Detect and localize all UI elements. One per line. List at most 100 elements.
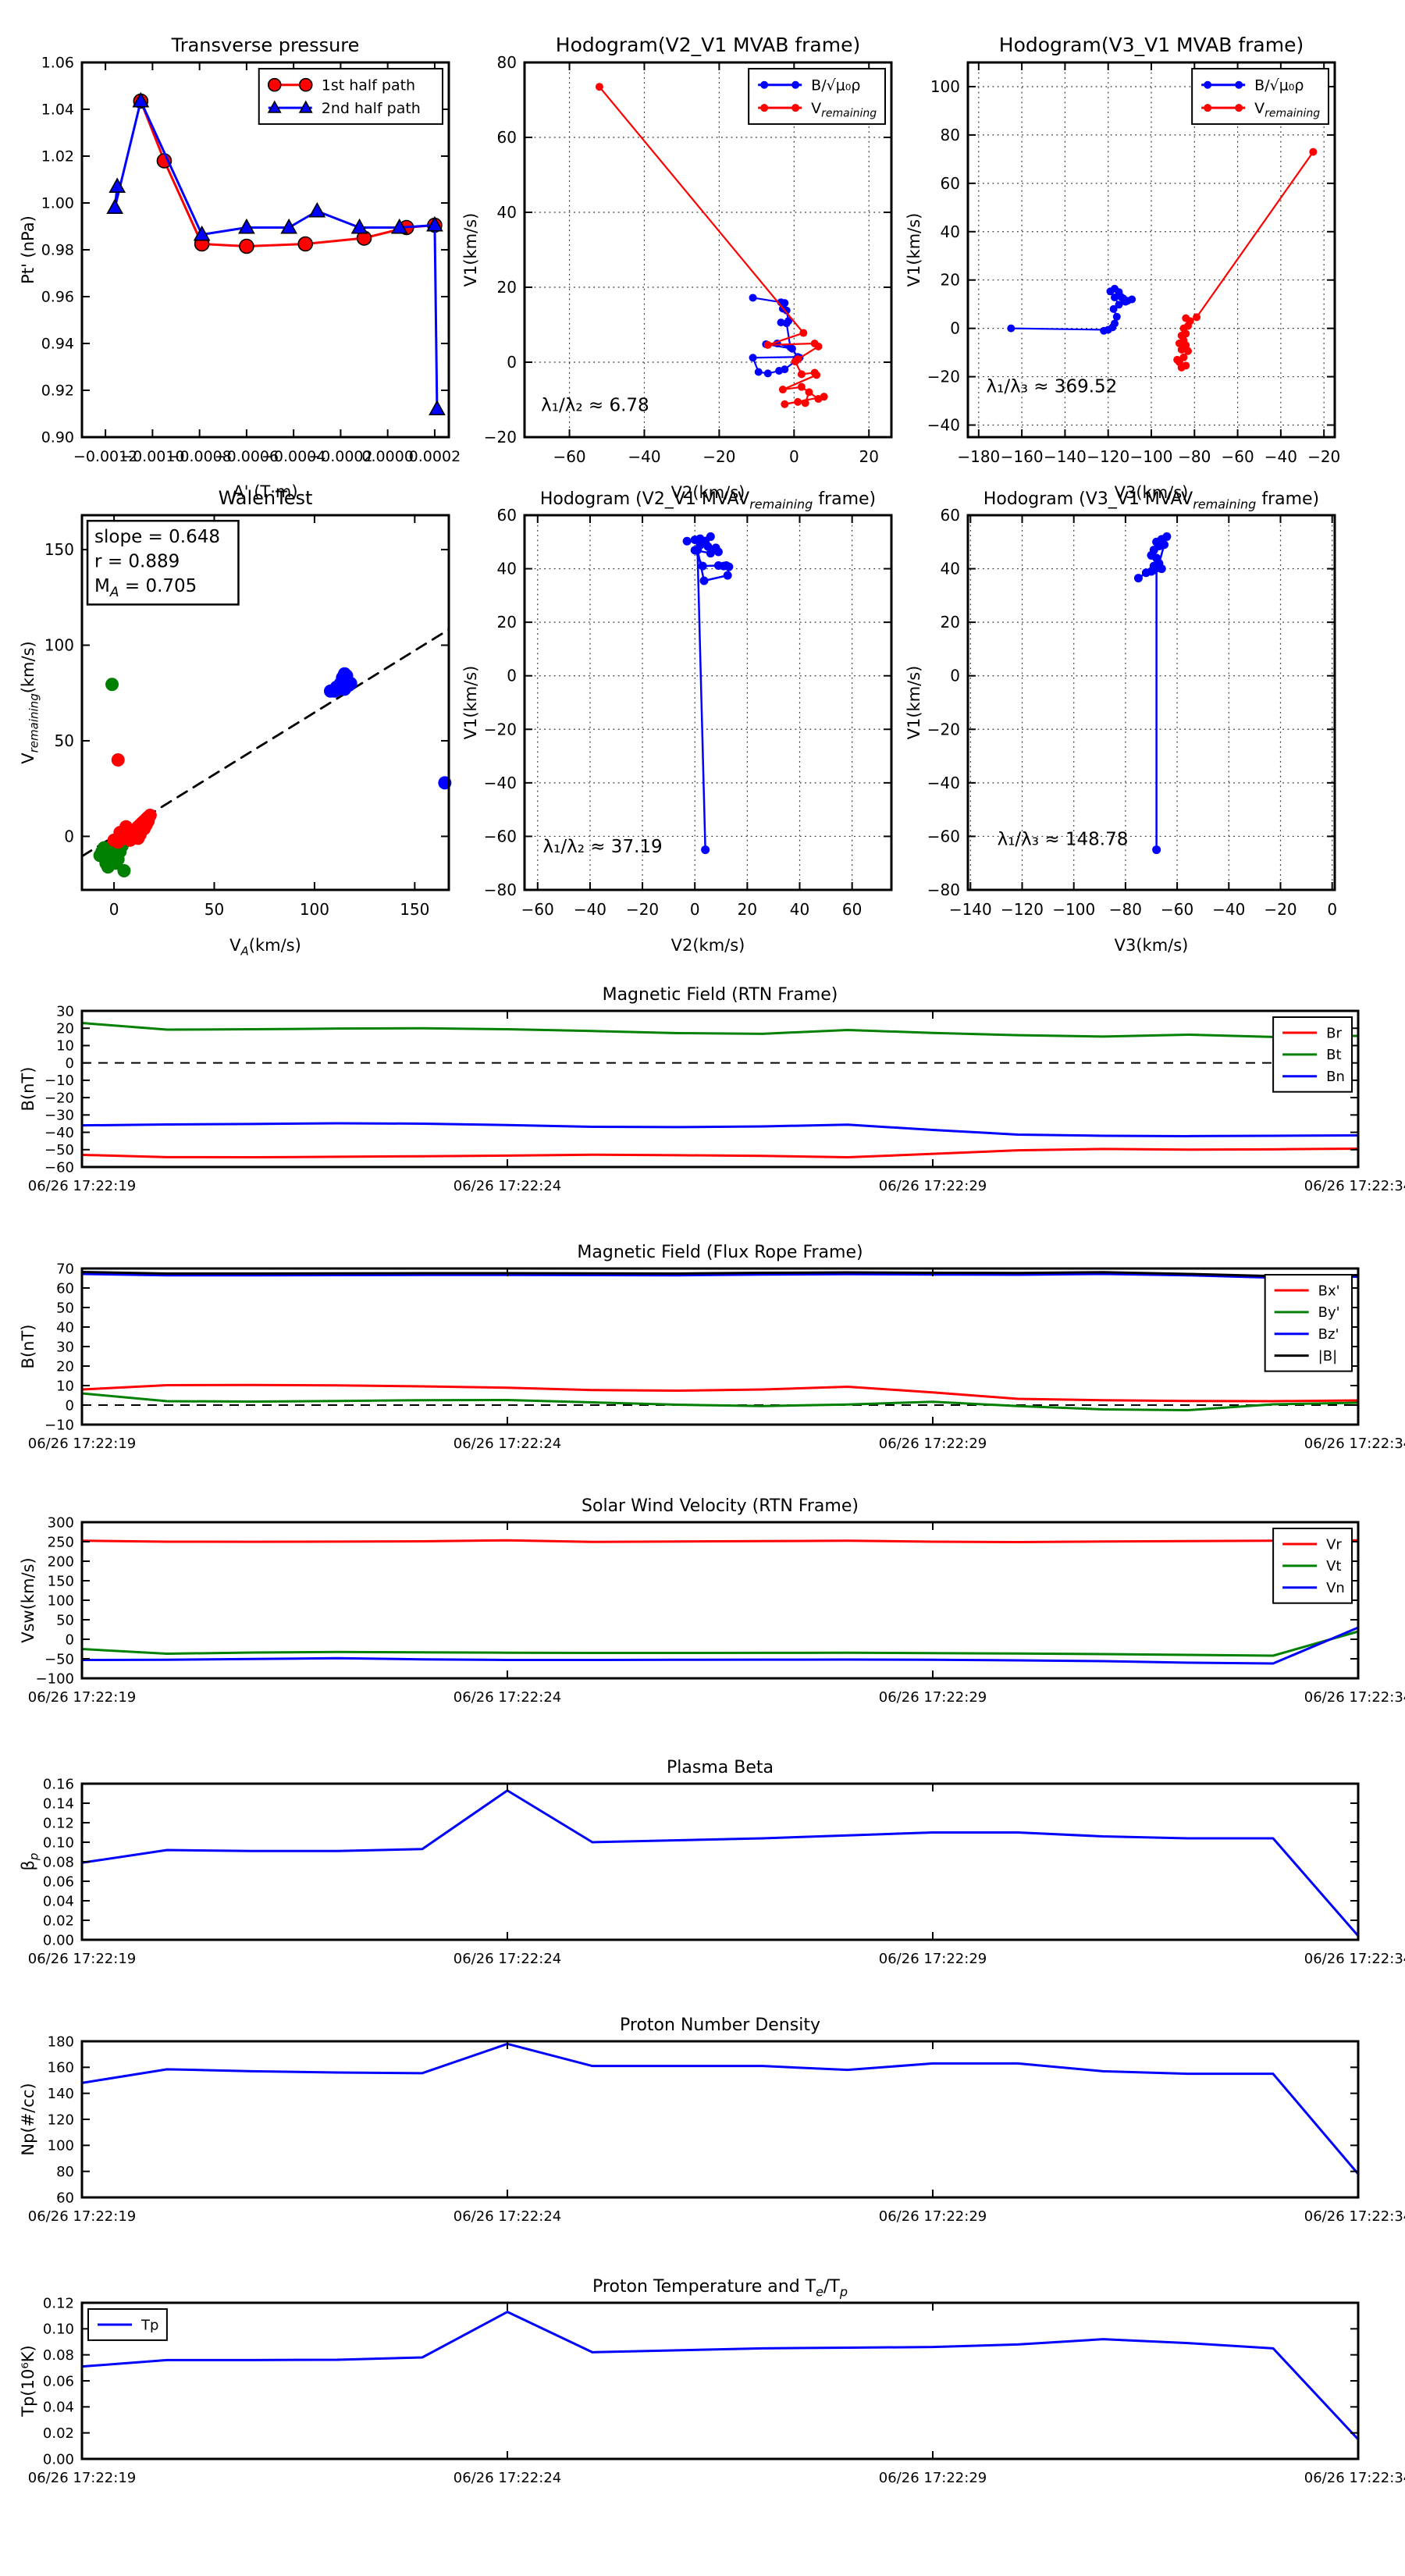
plot-hodogram-v2v1-mvab: −60 −40 −20 0 20 −20 0 20 40 60 80 Hodogram(V2_V1 M… bbox=[446, 23, 946, 503]
svg-text:06/26 17:22:34: 06/26 17:22:34 bbox=[1304, 1689, 1405, 1706]
svg-text:V2(km/s): V2(km/s) bbox=[671, 483, 745, 502]
svg-text:0: 0 bbox=[66, 1397, 74, 1414]
svg-text:V1(km/s): V1(km/s) bbox=[461, 213, 480, 287]
svg-text:Bz': Bz' bbox=[1318, 1326, 1339, 1343]
svg-text:1.02: 1.02 bbox=[41, 148, 74, 165]
svg-text:Bx': Bx' bbox=[1318, 1283, 1340, 1299]
svg-text:1.06: 1.06 bbox=[41, 55, 74, 72]
svg-text:Vremaining: Vremaining bbox=[811, 100, 877, 120]
svg-text:−20: −20 bbox=[927, 368, 960, 386]
svg-text:10: 10 bbox=[56, 1378, 74, 1394]
svg-text:0.00: 0.00 bbox=[43, 2451, 74, 2467]
svg-text:Hodogram(V2_V1 MVAB frame): Hodogram(V2_V1 MVAB frame) bbox=[556, 34, 860, 56]
svg-text:1st half path: 1st half path bbox=[322, 76, 415, 94]
svg-text:−60: −60 bbox=[44, 1159, 74, 1176]
svg-text:0.92: 0.92 bbox=[41, 382, 74, 400]
svg-text:−20: −20 bbox=[484, 428, 517, 447]
svg-text:−120: −120 bbox=[1087, 447, 1129, 466]
svg-text:−60: −60 bbox=[1221, 447, 1254, 466]
svg-text:40: 40 bbox=[497, 560, 517, 578]
svg-text:50: 50 bbox=[56, 1300, 74, 1316]
svg-text:B/√μ₀ρ: B/√μ₀ρ bbox=[1254, 76, 1304, 94]
svg-text:−60: −60 bbox=[521, 900, 554, 919]
svg-text:−60: −60 bbox=[553, 447, 585, 466]
svg-text:60: 60 bbox=[497, 506, 517, 525]
plot-walen-test: 0 50 100 150 0 50 100 150 WalenTest VA(km/s) Vrema… bbox=[4, 476, 503, 958]
plot-solar-wind-velocity: 06/26 17:22:19 06/26 17:22:24 06/26 17:22:… bbox=[4, 1483, 1405, 1745]
svg-text:V3(km/s): V3(km/s) bbox=[1115, 483, 1189, 502]
svg-text:Vsw(km/s): Vsw(km/s) bbox=[19, 1557, 37, 1643]
svg-text:B/√μ₀ρ: B/√μ₀ρ bbox=[811, 76, 860, 94]
svg-text:−20: −20 bbox=[626, 900, 659, 919]
svg-text:06/26 17:22:29: 06/26 17:22:29 bbox=[879, 1178, 987, 1194]
plot-transverse-pressure: −0.0012 −0.0010 −0.0008 −0.0006 −0.0004 −0.00… bbox=[4, 23, 503, 503]
svg-text:−30: −30 bbox=[44, 1108, 74, 1124]
svg-text:βp: βp bbox=[19, 1853, 41, 1871]
svg-text:0.06: 0.06 bbox=[43, 2373, 74, 2389]
svg-text:λ₁/λ₂ ≈ 37.19: λ₁/λ₂ ≈ 37.19 bbox=[543, 837, 663, 857]
svg-text:60: 60 bbox=[941, 174, 960, 193]
svg-text:V3(km/s): V3(km/s) bbox=[1115, 936, 1189, 955]
svg-text:0.90: 0.90 bbox=[41, 429, 74, 447]
svg-text:B(nT): B(nT) bbox=[19, 1325, 37, 1369]
svg-text:Tp: Tp bbox=[140, 2317, 158, 2333]
svg-text:−0.0008: −0.0008 bbox=[167, 448, 231, 465]
svg-text:Bt: Bt bbox=[1326, 1047, 1341, 1063]
svg-text:0: 0 bbox=[109, 900, 119, 919]
svg-text:20: 20 bbox=[497, 613, 517, 632]
svg-text:−40: −40 bbox=[574, 900, 606, 919]
svg-text:06/26 17:22:24: 06/26 17:22:24 bbox=[454, 1178, 561, 1194]
svg-text:40: 40 bbox=[497, 203, 517, 222]
svg-text:−40: −40 bbox=[628, 447, 660, 466]
svg-text:06/26 17:22:29: 06/26 17:22:29 bbox=[879, 2470, 987, 2486]
svg-text:−0.0012: −0.0012 bbox=[73, 448, 137, 465]
svg-text:Transverse pressure: Transverse pressure bbox=[171, 34, 360, 56]
svg-text:−50: −50 bbox=[44, 1651, 74, 1667]
svg-text:By': By' bbox=[1318, 1304, 1340, 1321]
svg-text:−40: −40 bbox=[927, 416, 960, 435]
svg-text:06/26 17:22:29: 06/26 17:22:29 bbox=[879, 1951, 987, 1967]
svg-text:10: 10 bbox=[56, 1038, 74, 1055]
svg-text:140: 140 bbox=[48, 2086, 74, 2102]
svg-text:−20: −20 bbox=[1307, 447, 1340, 466]
svg-text:−100: −100 bbox=[1052, 900, 1095, 919]
svg-text:−100: −100 bbox=[1130, 447, 1173, 466]
svg-text:60: 60 bbox=[497, 128, 517, 147]
svg-text:V2(km/s): V2(km/s) bbox=[671, 936, 745, 955]
svg-text:Proton Temperature and Te/Tp: Proton Temperature and Te/Tp bbox=[592, 2277, 848, 2300]
svg-text:−140: −140 bbox=[949, 900, 992, 919]
svg-text:−40: −40 bbox=[1264, 447, 1297, 466]
svg-text:−60: −60 bbox=[927, 827, 960, 845]
svg-text:0: 0 bbox=[1327, 900, 1337, 919]
svg-text:0.94: 0.94 bbox=[41, 336, 74, 353]
svg-text:0.08: 0.08 bbox=[43, 2347, 74, 2364]
svg-text:−80: −80 bbox=[484, 881, 517, 899]
svg-text:150: 150 bbox=[44, 540, 74, 559]
svg-text:20: 20 bbox=[859, 447, 878, 466]
svg-text:V1(km/s): V1(km/s) bbox=[461, 666, 480, 740]
svg-text:−40: −40 bbox=[927, 774, 960, 792]
svg-text:0: 0 bbox=[690, 900, 700, 919]
svg-text:−80: −80 bbox=[1178, 447, 1211, 466]
svg-text:60: 60 bbox=[842, 900, 862, 919]
svg-text:Vremaining(km/s): Vremaining(km/s) bbox=[19, 641, 41, 763]
svg-text:50: 50 bbox=[55, 731, 74, 750]
svg-text:Hodogram (V2_V1 MVAVremaining: Hodogram (V2_V1 MVAVremaining frame) bbox=[540, 489, 876, 512]
plot-proton-temperature: 06/26 17:22:19 06/26 17:22:24 06/26 17:22:… bbox=[4, 2264, 1405, 2525]
svg-text:0.16: 0.16 bbox=[43, 1776, 74, 1792]
svg-text:Vt: Vt bbox=[1326, 1558, 1341, 1574]
svg-text:−20: −20 bbox=[44, 1090, 74, 1106]
svg-text:1.00: 1.00 bbox=[41, 195, 74, 212]
svg-text:06/26 17:22:34: 06/26 17:22:34 bbox=[1304, 2470, 1405, 2486]
svg-text:−20: −20 bbox=[484, 720, 517, 738]
svg-text:06/26 17:22:24: 06/26 17:22:24 bbox=[454, 2208, 561, 2225]
svg-text:40: 40 bbox=[941, 560, 960, 578]
plot-hodogram-v3v1-mvab: −180 −160 −140 −120 −100 −80 −60 −40 −20 −40 −20 0 2… bbox=[890, 23, 1389, 503]
plot-hodogram-v2v1-mvav: −60 −40 −20 0 20 40 60 −80 −60 −40 −20 0 20 40 60 Hodog… bbox=[446, 476, 946, 956]
svg-text:06/26 17:22:34: 06/26 17:22:34 bbox=[1304, 1951, 1405, 1967]
svg-text:−0.0010: −0.0010 bbox=[120, 448, 184, 465]
svg-text:06/26 17:22:24: 06/26 17:22:24 bbox=[454, 1951, 561, 1967]
svg-text:0: 0 bbox=[950, 319, 960, 338]
svg-text:20: 20 bbox=[56, 1021, 74, 1037]
